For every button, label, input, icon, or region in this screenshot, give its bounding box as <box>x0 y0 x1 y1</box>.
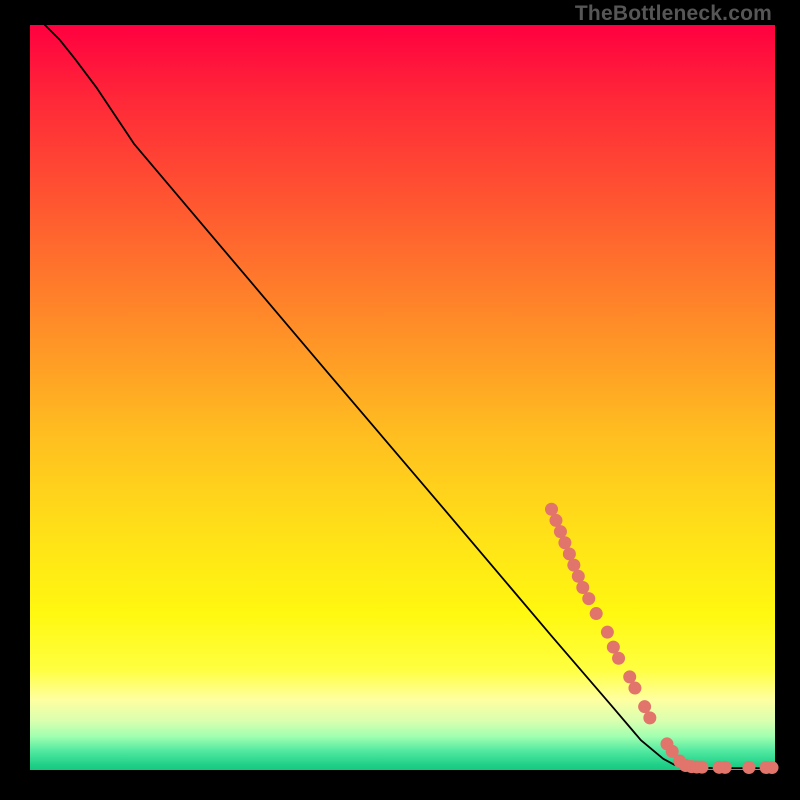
data-marker <box>558 536 571 549</box>
data-marker <box>607 641 620 654</box>
data-marker <box>695 761 708 774</box>
data-marker <box>582 592 595 605</box>
data-marker <box>549 514 562 527</box>
chart-svg <box>30 25 775 770</box>
data-marker <box>742 761 755 774</box>
data-marker <box>612 652 625 665</box>
data-marker <box>623 670 636 683</box>
watermark-text: TheBottleneck.com <box>575 2 772 26</box>
data-marker <box>554 525 567 538</box>
data-marker <box>545 503 558 516</box>
data-marker <box>563 547 576 560</box>
plot-area <box>30 25 775 770</box>
data-marker <box>590 607 603 620</box>
data-marker <box>601 626 614 639</box>
data-marker <box>628 682 641 695</box>
data-marker <box>567 559 580 572</box>
data-marker <box>572 570 585 583</box>
data-marker <box>576 581 589 594</box>
curve-line <box>45 25 775 768</box>
data-marker <box>766 761 779 774</box>
markers-group <box>545 503 779 774</box>
data-marker <box>719 761 732 774</box>
data-marker <box>638 700 651 713</box>
data-marker <box>643 711 656 724</box>
